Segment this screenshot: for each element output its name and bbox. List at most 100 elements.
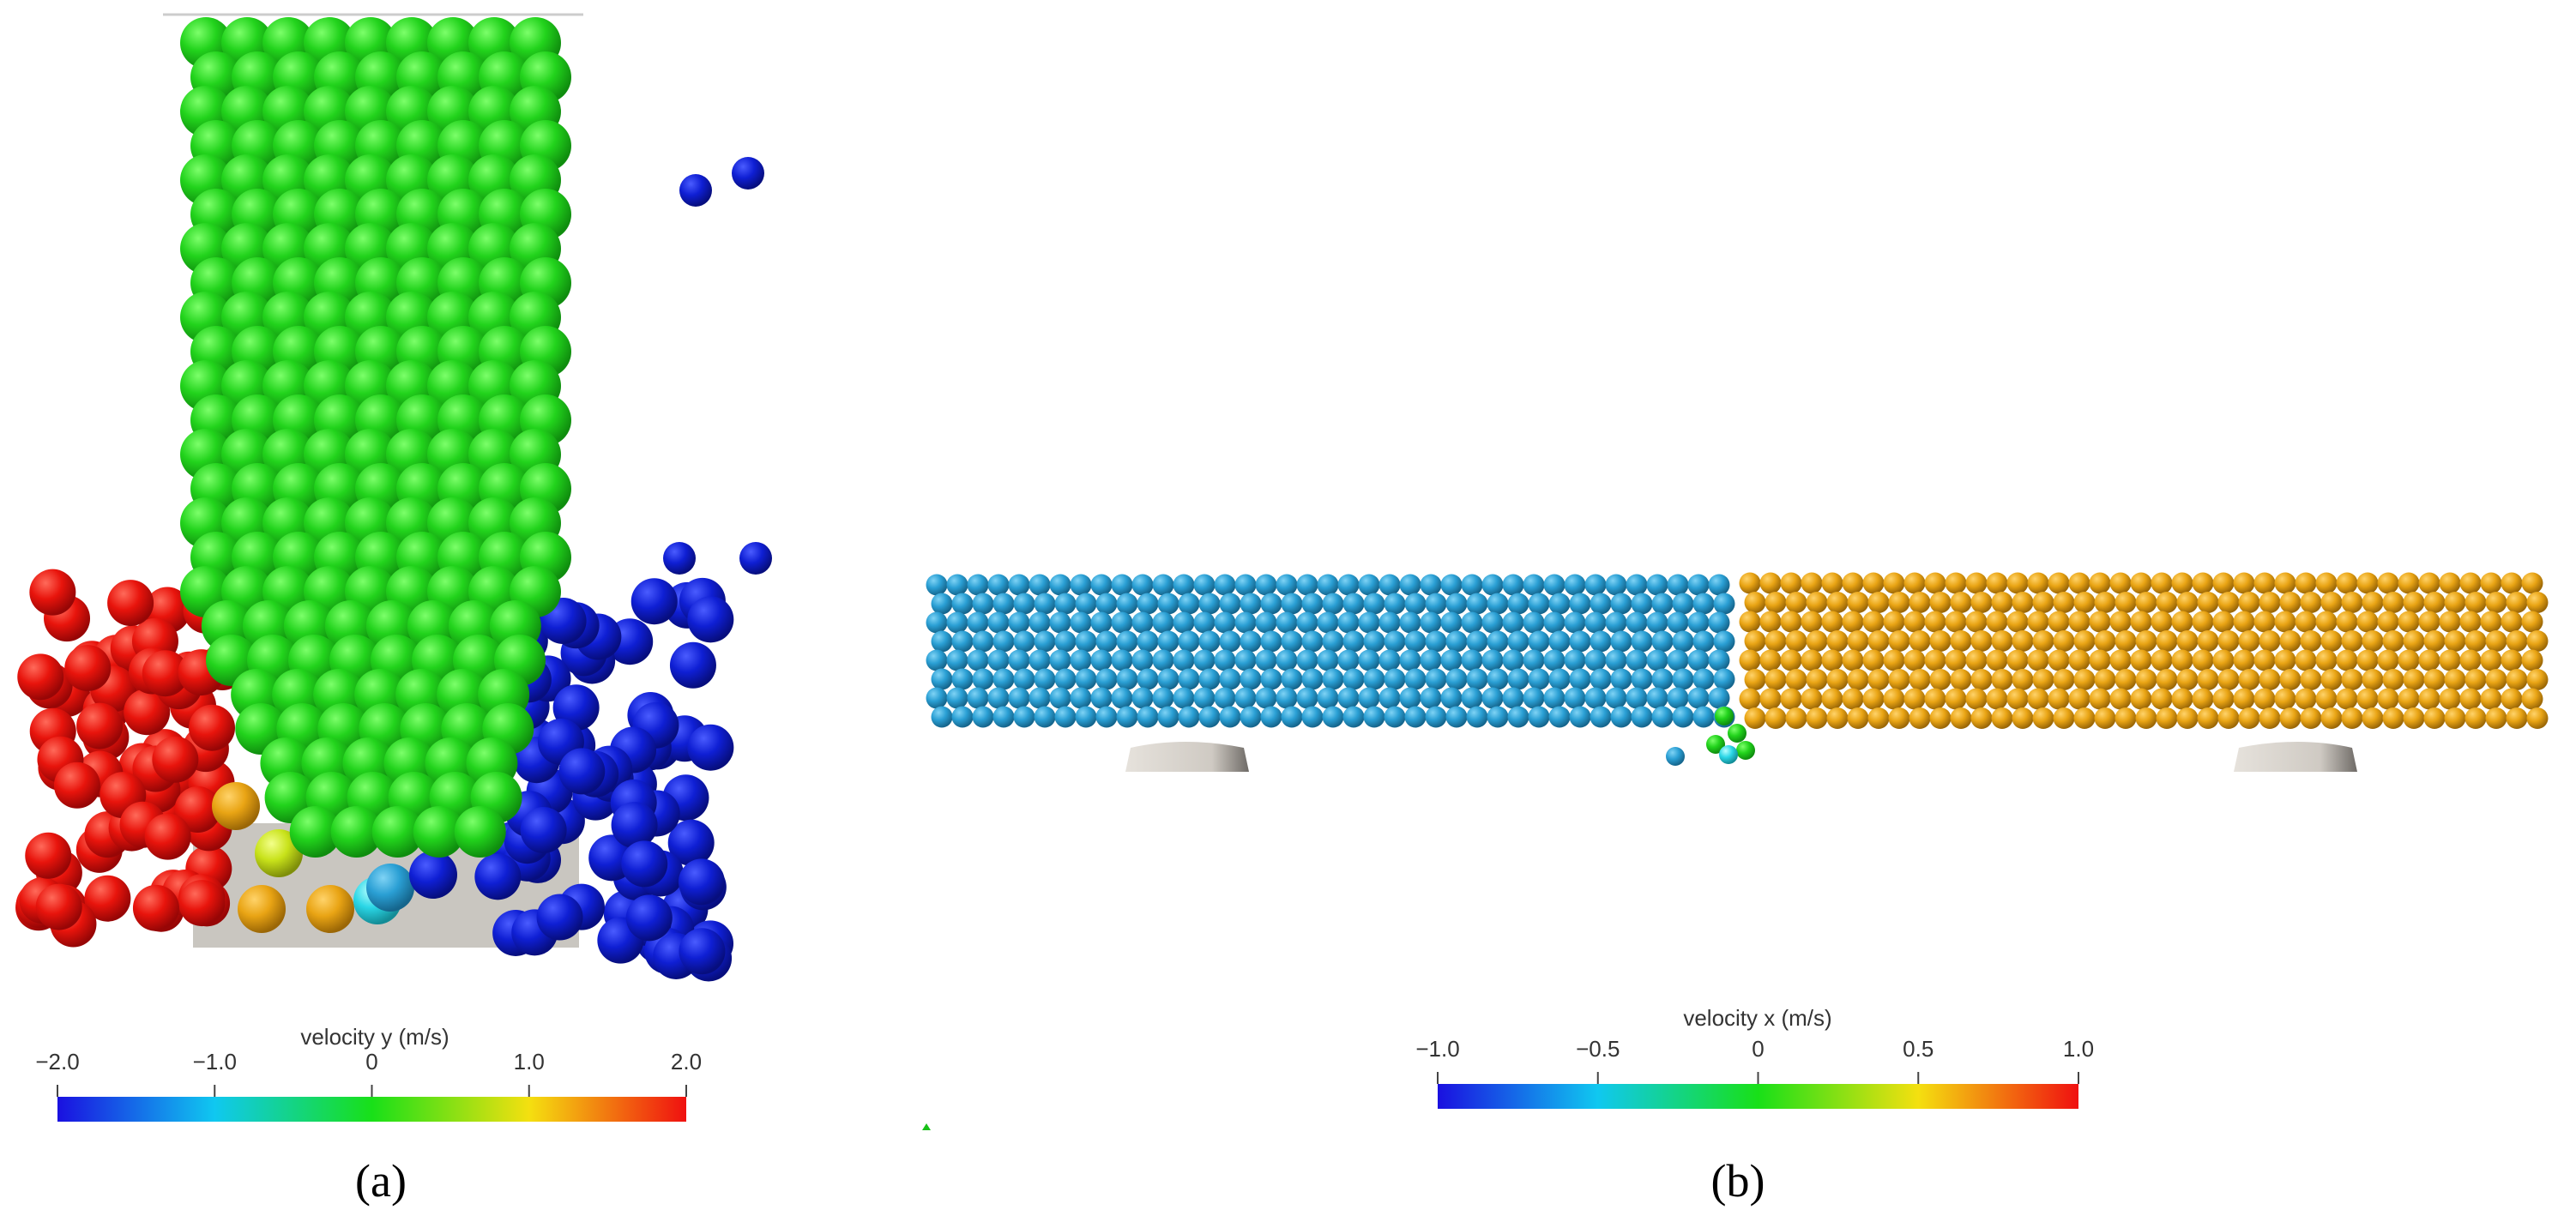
particle — [1867, 707, 1890, 729]
particle — [1440, 574, 1463, 596]
particle — [413, 806, 465, 858]
particle — [2156, 707, 2178, 729]
particle — [212, 782, 260, 830]
tick-label: −1.0 — [193, 1049, 237, 1074]
particle — [2377, 572, 2399, 594]
particle — [1049, 687, 1071, 709]
particle — [1008, 574, 1030, 596]
particle — [1903, 611, 1926, 633]
particle — [2197, 669, 2219, 690]
particle — [2197, 592, 2219, 613]
particle — [1178, 668, 1200, 690]
particle — [1054, 668, 1077, 690]
particle — [1137, 668, 1159, 690]
particle — [2048, 649, 2070, 671]
particle — [1095, 668, 1118, 690]
particle — [2238, 592, 2260, 613]
particle — [2485, 707, 2507, 729]
particle — [520, 807, 567, 854]
particle — [1785, 669, 1807, 690]
particle — [2217, 592, 2240, 613]
particle — [1862, 688, 1885, 710]
particle — [1667, 649, 1689, 671]
particle — [1610, 668, 1632, 690]
particle — [2444, 707, 2466, 729]
particle — [1970, 592, 1993, 613]
particle — [1528, 668, 1550, 690]
particle — [76, 702, 124, 749]
particle — [2480, 688, 2502, 710]
particle — [1445, 706, 1468, 728]
particle — [132, 884, 179, 931]
particle — [1281, 668, 1303, 690]
particle — [1888, 669, 1910, 690]
panel-caption: (a) — [355, 1155, 407, 1207]
particle — [2295, 611, 2317, 633]
particle — [2398, 688, 2420, 710]
particle — [1883, 688, 1905, 710]
particle — [454, 806, 506, 858]
particle — [1965, 572, 1988, 594]
particle — [1945, 688, 1967, 710]
particle — [987, 611, 1010, 634]
particle — [739, 542, 772, 575]
particle — [1255, 687, 1277, 709]
particle — [2315, 688, 2338, 710]
particle — [1744, 592, 1766, 613]
particle — [1131, 574, 1154, 596]
particle — [1219, 593, 1241, 615]
particle — [1301, 630, 1324, 653]
particle — [2135, 592, 2157, 613]
particle — [2506, 669, 2528, 690]
particle — [1214, 574, 1236, 596]
particle — [1543, 687, 1566, 709]
particle — [2377, 611, 2399, 633]
particle — [2459, 688, 2482, 710]
particle — [1157, 630, 1179, 653]
particle — [1502, 649, 1524, 671]
particle — [1821, 611, 1843, 633]
particle — [2336, 611, 2358, 633]
particle — [1116, 668, 1138, 690]
particle — [1765, 592, 1787, 613]
particle — [1425, 630, 1447, 653]
particle — [1481, 649, 1504, 671]
particle — [2506, 707, 2528, 729]
particle — [1399, 574, 1421, 596]
particle — [972, 668, 994, 690]
particle — [1337, 687, 1360, 709]
particle — [1384, 593, 1406, 615]
particle — [1378, 649, 1401, 671]
marker — [922, 1123, 931, 1130]
particle — [2094, 592, 2116, 613]
particle — [1692, 593, 1715, 615]
particle — [1013, 706, 1035, 728]
particle — [1461, 687, 1483, 709]
particle — [2109, 572, 2132, 594]
particle — [1317, 687, 1339, 709]
particle — [2444, 592, 2466, 613]
particle — [2130, 572, 2152, 594]
particle — [2197, 630, 2219, 652]
particle — [1945, 611, 1967, 633]
particle — [1090, 649, 1113, 671]
particle — [1950, 707, 1972, 729]
particle — [1909, 592, 1931, 613]
particle — [1867, 669, 1890, 690]
particle — [2012, 630, 2034, 652]
particle — [2012, 592, 2034, 613]
particle — [238, 885, 286, 933]
particle — [2006, 688, 2029, 710]
particle — [2233, 572, 2255, 594]
particle — [1507, 630, 1529, 653]
particle — [1075, 706, 1097, 728]
particle — [2094, 707, 2116, 729]
particle — [2403, 592, 2425, 613]
particle — [1090, 687, 1113, 709]
particle — [2274, 688, 2296, 710]
particle — [2156, 630, 2178, 652]
particle — [1888, 630, 1910, 652]
particle — [2068, 688, 2090, 710]
particle — [667, 819, 715, 866]
particle — [2135, 669, 2157, 690]
